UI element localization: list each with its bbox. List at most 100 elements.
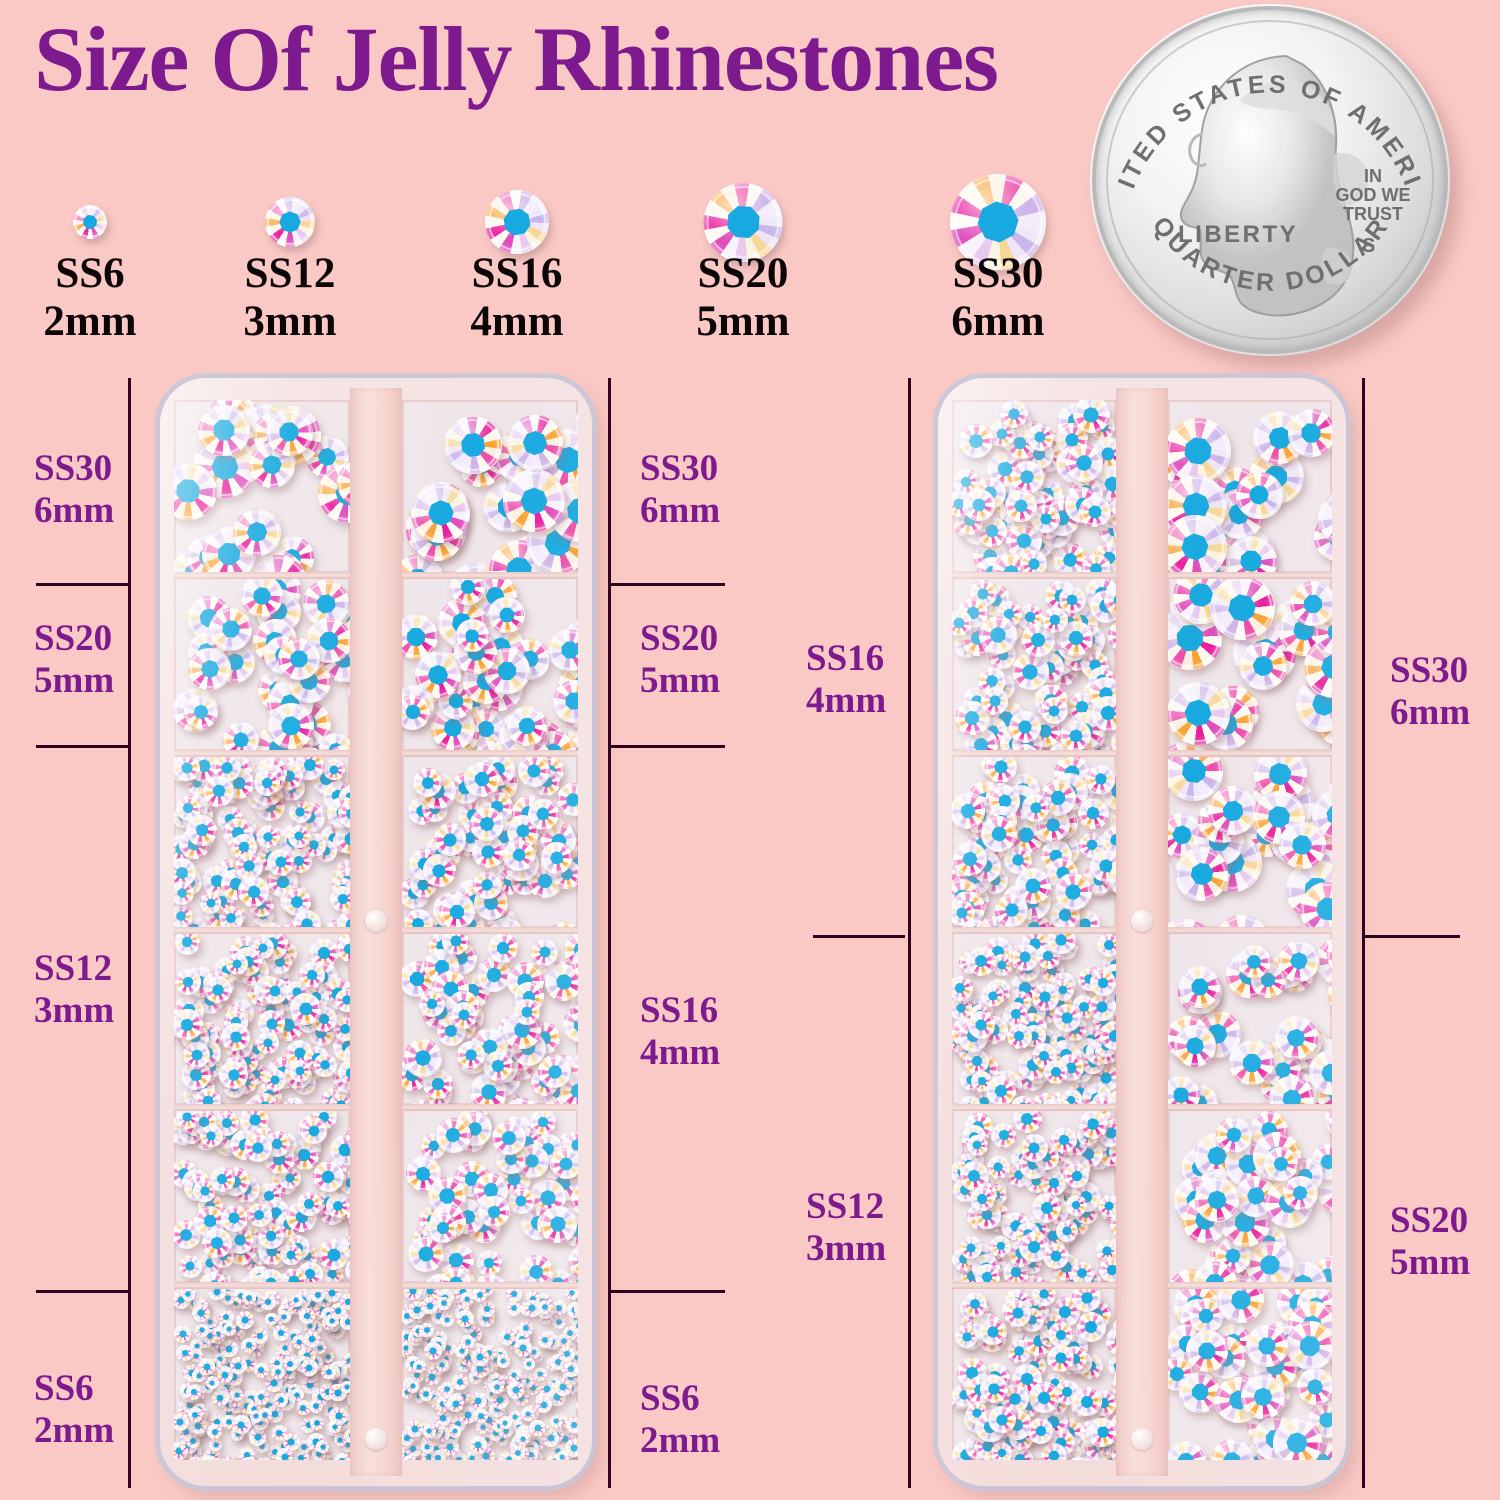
compartment-ss20[interactable] (1168, 1109, 1332, 1282)
compartment-divider (952, 1104, 1116, 1111)
rhinestone-gem (963, 1292, 987, 1316)
rhinestone-gem (563, 1362, 578, 1378)
rhinestone-gem (953, 842, 988, 877)
rhinestone-gem (293, 910, 321, 928)
rhinestone-gem (979, 616, 1017, 654)
compartment-ss16[interactable] (952, 577, 1116, 750)
rhinestone-gem (188, 1407, 203, 1422)
rhinestone-gem (538, 1333, 553, 1348)
size-reference-ss6: SS6 2mm (0, 140, 190, 340)
rhinestone-box-left[interactable] (160, 378, 592, 1486)
size-code: SS16 (470, 250, 563, 298)
right-outer-label-ss16: SS16 4mm (806, 638, 886, 722)
rhinestone-gem (1286, 1321, 1332, 1370)
rhinestone-gem (254, 1363, 269, 1378)
compartment-ss12[interactable] (174, 1109, 350, 1282)
left-inner-label-ss30: SS30 6mm (640, 448, 720, 532)
compartment-ss12[interactable] (952, 932, 1116, 1105)
compartment-ss20[interactable] (402, 577, 578, 750)
rhinestone-box-right[interactable] (938, 378, 1346, 1486)
rhinestone-gem (413, 1360, 426, 1373)
compartment-ss30[interactable] (174, 400, 350, 573)
rhinestone-gem (280, 1244, 302, 1266)
rhinestone-gem (230, 1357, 248, 1375)
compartment-ss16[interactable] (402, 1109, 578, 1282)
page-title: Size Of Jelly Rhinestones (34, 6, 998, 112)
size-reference-ss12: SS12 3mm (190, 140, 390, 340)
rhinestone-gem (241, 1338, 256, 1353)
rhinestone-gem (1041, 697, 1068, 724)
rhinestone-gem (1089, 993, 1116, 1020)
rhinestone-gem (274, 1393, 288, 1407)
rhinestone-gem (257, 825, 280, 848)
rhinestone-gem (439, 894, 474, 928)
compartment-ss16[interactable] (402, 755, 578, 928)
compartment-ss12[interactable] (952, 1287, 1116, 1460)
size-code: SS20 (640, 618, 720, 660)
compartment-divider (1168, 1104, 1332, 1111)
rhinestone-gem (323, 759, 345, 781)
compartment-ss16[interactable] (952, 755, 1116, 928)
compartment-ss30[interactable] (1168, 755, 1332, 928)
rhinestone-gem (321, 1365, 335, 1379)
rhinestone-gem (1099, 1257, 1116, 1283)
rhinestone-gem (183, 1042, 210, 1069)
size-reference-label: SS16 4mm (470, 250, 563, 346)
rhinestone-gem (300, 1117, 327, 1144)
left-outer-divider-2 (36, 1290, 131, 1293)
compartment-ss12[interactable] (174, 755, 350, 928)
compartment-ss16[interactable] (402, 932, 578, 1105)
rhinestone-gem (1090, 970, 1116, 996)
rhinestone-gem (1079, 1110, 1108, 1139)
rhinestone-gem (551, 1148, 578, 1179)
compartment-ss6[interactable] (402, 1287, 578, 1460)
rhinestone-gem (313, 1054, 337, 1078)
rhinestone-gem (188, 648, 230, 690)
rhinestone-gem (1053, 1004, 1081, 1032)
compartment-ss30[interactable] (402, 400, 578, 573)
rhinestone-gem (1088, 1418, 1116, 1447)
compartment-ss6[interactable] (174, 1287, 350, 1460)
rhinestone-gem (1297, 1368, 1332, 1405)
size-code: SS30 (1390, 650, 1470, 692)
compartment-ss20[interactable] (1168, 1287, 1332, 1460)
size-mm: 6mm (34, 490, 114, 532)
size-mm: 5mm (1390, 1242, 1470, 1284)
rhinestone-gem (576, 1399, 578, 1412)
rhinestone-gem (442, 932, 469, 955)
rhinestone-gem (963, 489, 994, 520)
compartment-ss16[interactable] (952, 400, 1116, 573)
rhinestone-gem (219, 906, 244, 928)
rhinestone-gem (554, 1378, 572, 1396)
rhinestone-gem (455, 1345, 468, 1358)
compartment-ss12[interactable] (174, 932, 350, 1105)
compartment-ss30[interactable] (1168, 577, 1332, 750)
rhinestone-gem (266, 409, 313, 456)
rhinestone-gem (330, 886, 350, 912)
compartment-ss20[interactable] (1168, 932, 1332, 1105)
rhinestone-gem (507, 1381, 524, 1398)
rhinestone-gem (232, 1415, 250, 1433)
size-reference-ss30: SS30 6mm (898, 140, 1098, 340)
rhinestone-gem (198, 405, 250, 457)
compartment-ss12[interactable] (952, 1109, 1116, 1282)
rhinestone-gem (507, 706, 547, 746)
rhinestone-gem (195, 1088, 221, 1106)
compartment-divider (174, 572, 350, 579)
rhinestone-gem (1273, 1418, 1323, 1460)
coin-motto-line2: GOD WE (1336, 185, 1411, 205)
rhinestone-gem (249, 1428, 266, 1445)
rhinestone-gem (434, 823, 466, 855)
rhinestone-gem (503, 469, 566, 532)
rhinestone-gem (508, 1368, 521, 1381)
rhinestone-gem (437, 1297, 451, 1311)
rhinestone-gem (221, 1205, 248, 1232)
rhinestone-gem (419, 1387, 433, 1401)
compartment-ss30[interactable] (1168, 400, 1332, 573)
compartment-ss20[interactable] (174, 577, 350, 750)
rhinestone-gem (1065, 444, 1103, 482)
compartment-divider (1168, 572, 1332, 579)
rhinestone-gem (470, 1436, 487, 1453)
rhinestone-gem (310, 1288, 324, 1302)
rhinestone-gem (1175, 847, 1229, 901)
